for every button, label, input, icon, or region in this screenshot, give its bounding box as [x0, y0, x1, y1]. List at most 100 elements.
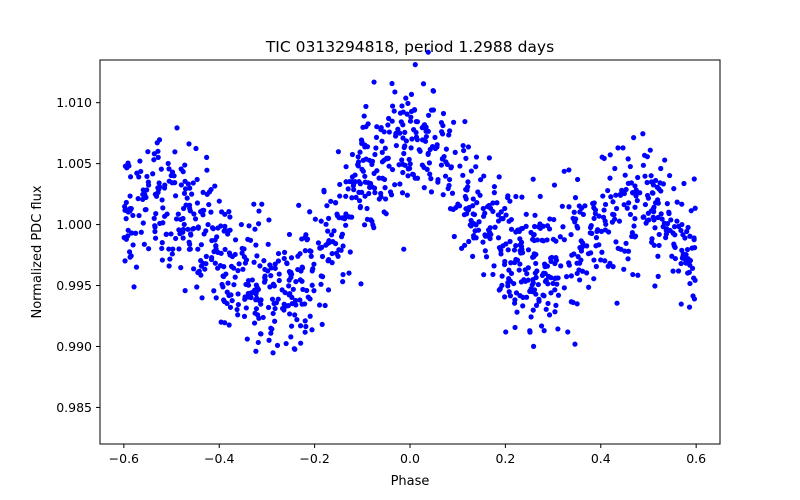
data-point [522, 267, 528, 273]
data-point [468, 217, 474, 224]
data-point [253, 282, 259, 288]
data-point [156, 180, 162, 186]
data-point [531, 251, 537, 257]
data-point [134, 170, 140, 176]
data-point [181, 221, 187, 228]
data-point [455, 201, 461, 207]
data-point [399, 157, 405, 163]
data-point [226, 322, 232, 328]
data-point [167, 256, 173, 262]
data-point [388, 192, 395, 198]
data-point [340, 279, 346, 285]
data-point [565, 329, 571, 335]
data-point [124, 165, 130, 171]
data-point [243, 281, 249, 288]
data-point [291, 346, 297, 352]
data-point [389, 80, 395, 87]
data-point [632, 216, 638, 222]
data-point [470, 196, 476, 202]
data-point [647, 147, 653, 153]
data-point [540, 292, 546, 298]
data-point [203, 253, 209, 260]
data-point [204, 154, 210, 160]
data-point [631, 135, 637, 141]
data-point [226, 250, 233, 256]
data-point [508, 226, 515, 232]
data-point [631, 223, 637, 229]
data-point [222, 223, 228, 229]
data-point [367, 180, 374, 187]
data-point [201, 207, 207, 213]
data-point [644, 179, 650, 186]
data-point [490, 271, 496, 278]
data-point [653, 177, 659, 184]
data-point [304, 237, 310, 243]
data-point [255, 221, 262, 227]
data-point [356, 198, 363, 204]
data-point [513, 193, 519, 200]
data-point [580, 240, 586, 246]
data-point [587, 224, 594, 231]
data-point [448, 165, 454, 171]
data-point [184, 195, 190, 201]
data-point [245, 294, 252, 300]
data-point [391, 108, 397, 114]
data-point [369, 158, 376, 164]
data-point [328, 198, 334, 204]
data-point [552, 260, 558, 267]
data-point [122, 203, 128, 210]
data-point [574, 301, 580, 307]
data-point [473, 164, 479, 170]
data-point [409, 136, 415, 142]
data-point [472, 228, 478, 234]
data-point [582, 203, 588, 209]
data-point [533, 274, 539, 281]
data-point [459, 245, 465, 251]
data-point [272, 305, 278, 312]
data-point [396, 162, 402, 168]
data-point [302, 329, 308, 335]
data-point [244, 336, 250, 342]
data-point [675, 268, 682, 274]
data-point [443, 146, 449, 152]
data-point [627, 211, 634, 218]
data-point [536, 296, 542, 302]
data-point [655, 214, 661, 221]
data-point [399, 190, 406, 196]
data-point [591, 276, 597, 282]
data-point [125, 227, 131, 233]
data-point [439, 129, 445, 135]
data-point [568, 231, 574, 238]
data-point [125, 233, 131, 239]
data-point [622, 248, 628, 254]
data-point [355, 154, 361, 160]
data-point [467, 222, 473, 228]
data-point [151, 215, 157, 221]
data-point [133, 264, 140, 270]
data-point [187, 205, 193, 212]
data-point [577, 260, 583, 266]
data-point [220, 284, 226, 290]
data-point [680, 232, 686, 238]
data-point [621, 202, 627, 208]
data-point [251, 259, 257, 265]
data-point [239, 250, 245, 256]
data-point [218, 250, 224, 256]
data-point [592, 210, 598, 217]
data-point [357, 181, 363, 187]
data-point [202, 266, 208, 272]
data-point [519, 194, 525, 200]
data-point [362, 144, 368, 150]
data-point [253, 348, 259, 354]
data-point [545, 281, 551, 287]
data-point [678, 260, 684, 267]
data-point [338, 247, 344, 253]
data-point [232, 237, 239, 243]
data-point [629, 190, 636, 196]
data-point [212, 260, 218, 266]
data-point [268, 330, 274, 336]
data-point [152, 228, 158, 235]
data-point [650, 182, 657, 188]
data-point [463, 206, 469, 212]
data-point [634, 197, 640, 204]
